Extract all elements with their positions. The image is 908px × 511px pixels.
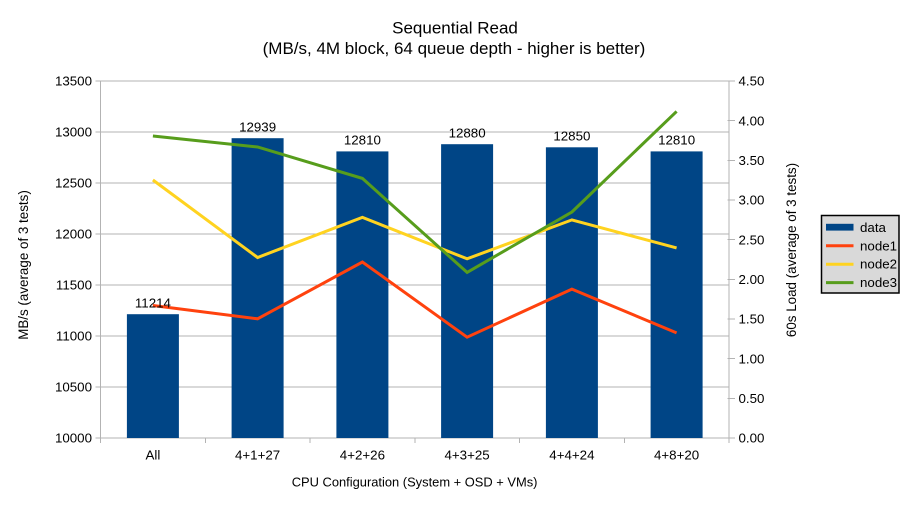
svg-text:MB/s (average of 3 tests): MB/s (average of 3 tests)	[16, 190, 31, 340]
svg-text:4+4+24: 4+4+24	[549, 448, 595, 463]
svg-text:4.00: 4.00	[739, 113, 765, 128]
svg-text:13500: 13500	[55, 74, 92, 89]
svg-text:60s Load (average of 3 tests): 60s Load (average of 3 tests)	[784, 163, 799, 337]
svg-text:2.00: 2.00	[739, 272, 765, 287]
svg-text:node2: node2	[860, 257, 897, 272]
svg-text:12810: 12810	[658, 133, 695, 148]
svg-text:4+3+25: 4+3+25	[444, 448, 489, 463]
svg-text:13000: 13000	[55, 125, 92, 140]
svg-text:11000: 11000	[56, 329, 92, 344]
svg-text:12810: 12810	[344, 133, 381, 148]
svg-text:Sequential Read: Sequential Read	[392, 18, 518, 37]
svg-text:11500: 11500	[56, 278, 92, 293]
svg-text:12850: 12850	[553, 129, 590, 144]
svg-text:4+2+26: 4+2+26	[340, 448, 385, 463]
svg-text:(MB/s, 4M block, 64 queue dept: (MB/s, 4M block, 64 queue depth - higher…	[263, 39, 646, 58]
svg-text:4.50: 4.50	[739, 74, 765, 89]
svg-text:3.00: 3.00	[739, 193, 765, 208]
svg-text:2.50: 2.50	[739, 232, 765, 247]
svg-text:12000: 12000	[55, 227, 92, 242]
svg-text:1.00: 1.00	[739, 351, 765, 366]
svg-text:12939: 12939	[239, 120, 276, 135]
svg-text:node1: node1	[860, 238, 897, 253]
svg-text:12500: 12500	[55, 176, 92, 191]
svg-text:1.50: 1.50	[739, 312, 765, 327]
svg-text:node3: node3	[860, 275, 897, 290]
svg-text:4+1+27: 4+1+27	[235, 448, 280, 463]
svg-text:0.00: 0.00	[739, 431, 765, 446]
svg-text:3.50: 3.50	[739, 153, 765, 168]
svg-text:10000: 10000	[55, 431, 92, 446]
svg-text:All: All	[145, 448, 160, 463]
svg-text:4+8+20: 4+8+20	[654, 448, 699, 463]
svg-text:10500: 10500	[55, 380, 92, 395]
svg-text:data: data	[860, 220, 887, 235]
svg-text:0.50: 0.50	[739, 391, 765, 406]
svg-text:11214: 11214	[135, 296, 172, 311]
svg-text:CPU Configuration (System + OS: CPU Configuration (System + OSD + VMs)	[292, 475, 538, 490]
svg-text:12880: 12880	[449, 126, 486, 141]
